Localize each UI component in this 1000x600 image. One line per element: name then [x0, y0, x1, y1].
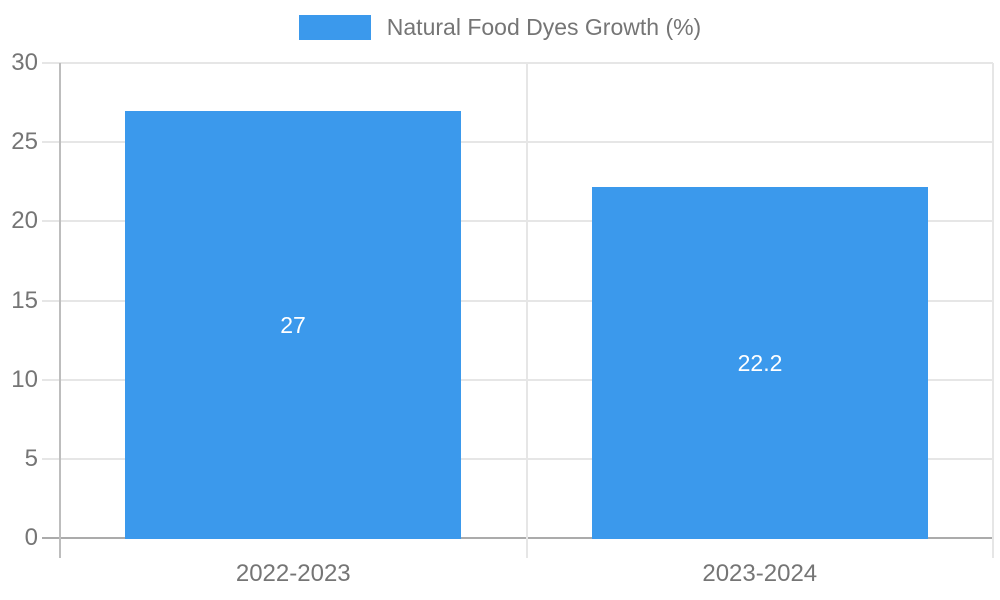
bar-value-label: 27 [280, 311, 306, 338]
legend-label: Natural Food Dyes Growth (%) [386, 14, 702, 40]
legend[interactable]: Natural Food Dyes Growth (%) [0, 14, 1000, 41]
y-tick-label: 15 [11, 286, 38, 314]
y-axis-line [59, 63, 61, 558]
x-tick-label: 2023-2024 [702, 560, 818, 587]
category-boundary-gridline [525, 63, 528, 558]
y-tick-label: 30 [11, 49, 38, 76]
y-gridline [42, 62, 993, 64]
y-gridline [42, 220, 993, 223]
y-tick-label: 20 [11, 207, 38, 235]
y-tick-label: 0 [24, 524, 38, 551]
y-gridline [42, 141, 993, 144]
bar-value-label: 22.2 [737, 349, 783, 376]
y-tick-label: 25 [11, 128, 38, 156]
x-axis-line [42, 537, 993, 539]
bar[interactable]: 22.2 [592, 187, 928, 539]
y-tick-label: 10 [11, 365, 38, 393]
y-gridline [42, 299, 993, 302]
legend-swatch [298, 15, 371, 40]
x-tick-label: 2022-2023 [235, 560, 351, 587]
y-tick-label: 5 [24, 444, 38, 472]
bar[interactable]: 27 [125, 111, 461, 539]
y-gridline [42, 378, 993, 381]
y-gridline [42, 457, 993, 460]
category-boundary-gridline [992, 63, 994, 558]
